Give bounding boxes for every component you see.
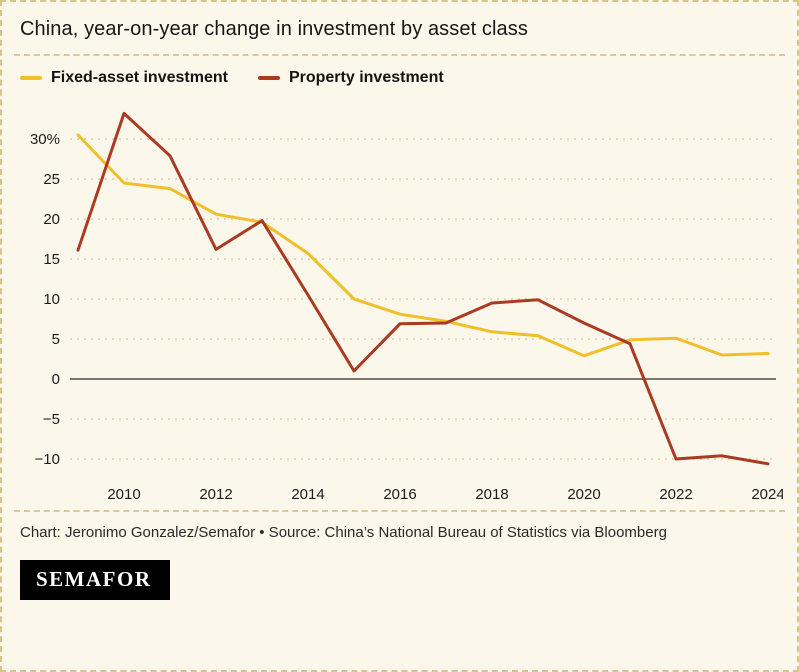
y-tick-label: 30% — [30, 131, 60, 148]
legend-swatch-property — [257, 76, 280, 80]
chart-area: 30% 25 20 15 10 5 0 −5 −10 2010 2012 2014 2016 2018 20… — [2, 91, 797, 510]
semafor-logo: SEMAFOR — [20, 560, 170, 600]
legend-label-fixed-asset: Fixed-asset investment — [51, 69, 228, 86]
line-chart: 30% 25 20 15 10 5 0 −5 −10 2010 2012 2014 2016 2018 20… — [30, 111, 785, 503]
y-tick-label: 25 — [43, 171, 60, 188]
x-tick-label: 2022 — [659, 486, 692, 503]
x-tick-label: 2024 — [751, 486, 783, 503]
legend: Fixed-asset investment Property investme… — [2, 56, 797, 91]
legend-item-property: Property investment — [257, 69, 444, 87]
legend-label-property: Property investment — [288, 69, 444, 86]
logo-row: SEMAFOR — [2, 552, 797, 618]
chart-credit: Chart: Jeronimo Gonzalez/Semafor • Sourc… — [20, 524, 667, 541]
y-tick-label: −5 — [43, 411, 60, 428]
x-tick-label: 2010 — [107, 486, 140, 503]
y-tick-label: 0 — [52, 371, 60, 388]
legend-item-fixed-asset: Fixed-asset investment — [20, 69, 228, 87]
y-tick-label: −10 — [35, 451, 60, 468]
separator-top — [14, 54, 785, 56]
y-tick-label: 15 — [43, 251, 60, 268]
legend-swatch-fixed-asset — [20, 76, 42, 80]
x-tick-label: 2018 — [475, 486, 508, 503]
y-tick-label: 20 — [43, 211, 60, 228]
y-tick-label: 5 — [52, 331, 60, 348]
x-tick-label: 2016 — [383, 486, 416, 503]
x-tick-label: 2020 — [567, 486, 600, 503]
series-line-property-investment — [76, 111, 770, 466]
x-tick-label: 2014 — [291, 486, 324, 503]
x-tick-label: 2012 — [199, 486, 232, 503]
y-tick-label: 10 — [43, 291, 60, 308]
separator-bottom — [14, 510, 785, 512]
chart-title: China, year-on-year change in investment… — [20, 18, 528, 40]
